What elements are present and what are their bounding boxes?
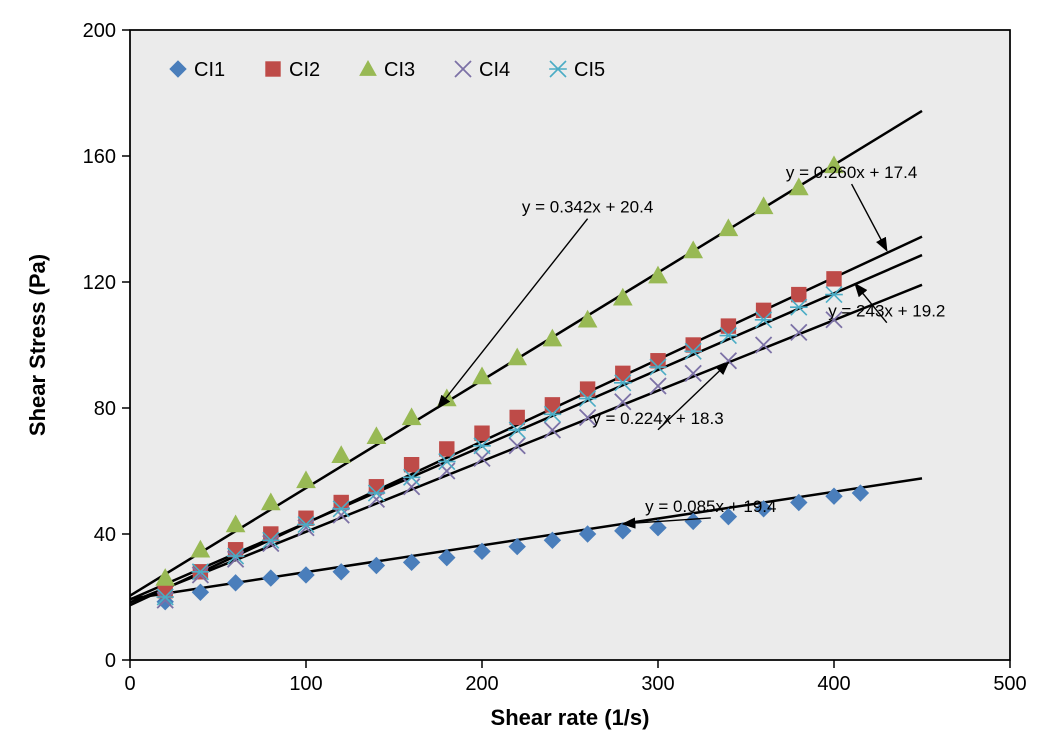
svg-text:0: 0 [105,650,116,672]
svg-text:CI1: CI1 [194,59,225,81]
svg-text:CI4: CI4 [479,59,510,81]
svg-text:160: 160 [83,146,116,168]
svg-text:100: 100 [289,673,322,695]
svg-text:80: 80 [94,398,116,420]
svg-text:40: 40 [94,524,116,546]
svg-text:300: 300 [641,673,674,695]
svg-text:CI3: CI3 [384,59,415,81]
chart-svg: 0 40 80 120 160 200 0 100 200 300 400 500 Shear rate… [0,0,1049,756]
svg-text:120: 120 [83,272,116,294]
svg-text:y = 0.260x + 17.4: y = 0.260x + 17.4 [786,163,917,182]
svg-text:CI5: CI5 [574,59,605,81]
chart-container: { "chart": { "type": "scatter-with-trend… [0,0,1049,756]
svg-text:y = 0.224x + 18.3: y = 0.224x + 18.3 [592,409,723,428]
svg-text:Shear rate (1/s): Shear rate (1/s) [491,705,650,730]
svg-text:0: 0 [124,673,135,695]
svg-text:400: 400 [817,673,850,695]
svg-text:200: 200 [465,673,498,695]
svg-text:500: 500 [993,673,1026,695]
svg-text:y = 0.085x + 19.4: y = 0.085x + 19.4 [645,497,776,516]
svg-text:y = 243x + 19.2: y = 243x + 19.2 [828,302,945,321]
svg-text:Shear Stress (Pa): Shear Stress (Pa) [25,254,50,436]
svg-text:CI2: CI2 [289,59,320,81]
svg-text:200: 200 [83,20,116,42]
svg-text:y = 0.342x + 20.4: y = 0.342x + 20.4 [522,198,653,217]
